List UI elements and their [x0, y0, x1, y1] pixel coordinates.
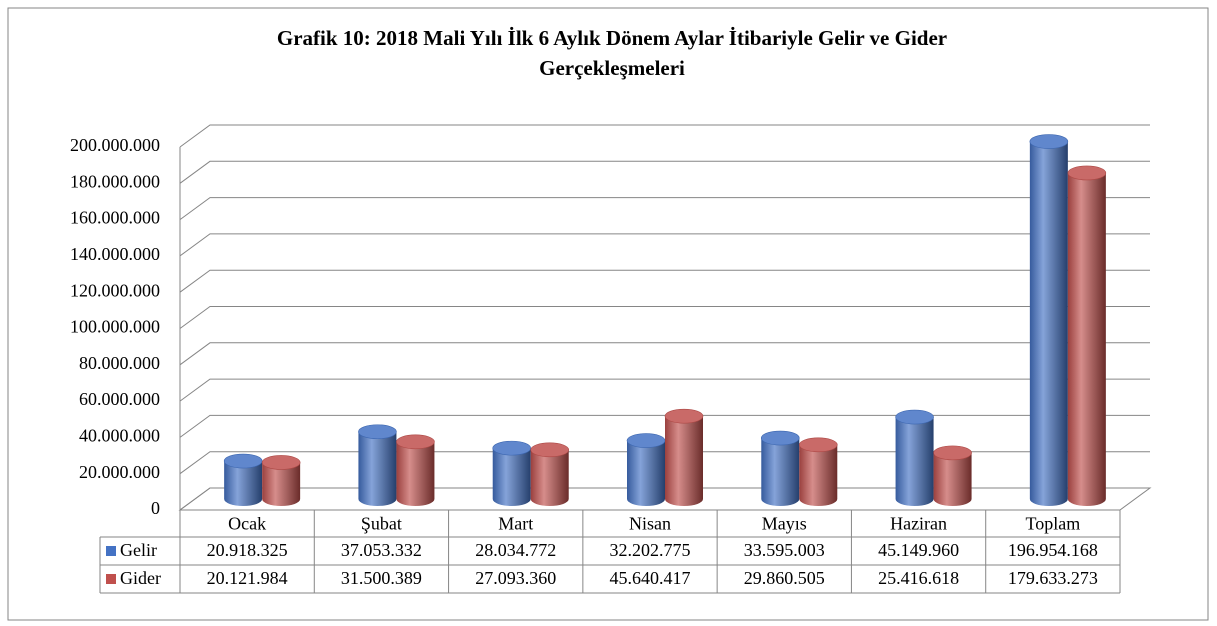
- bar-top: [760, 430, 800, 446]
- y-tick-label: 120.000.000: [70, 280, 160, 300]
- table-value: 31.500.389: [341, 568, 422, 588]
- table-value: 37.053.332: [341, 540, 422, 560]
- bar-top: [261, 455, 301, 470]
- grid-line: [179, 306, 1150, 329]
- table-value: 25.416.618: [878, 568, 959, 588]
- bar-top: [664, 408, 704, 424]
- bar: [761, 438, 800, 507]
- bar-top: [895, 409, 934, 425]
- y-tick-label: 180.000.000: [70, 171, 160, 191]
- table-value: 28.034.772: [475, 540, 556, 560]
- legend-swatch: [106, 574, 116, 584]
- bar: [492, 448, 531, 507]
- bar: [895, 417, 934, 507]
- bar: [627, 440, 665, 506]
- chart-frame: [7, 7, 1209, 621]
- y-tick-label: 20.000.000: [79, 462, 160, 482]
- bar: [799, 444, 838, 507]
- table-value: 29.860.505: [744, 568, 825, 588]
- table-value: 45.149.960: [878, 540, 959, 560]
- bar-top: [223, 453, 263, 469]
- x-tick-label: Haziran: [890, 514, 947, 534]
- legend-label: Gelir: [120, 540, 157, 560]
- table-value: 45.640.417: [610, 568, 691, 588]
- grid-line: [179, 378, 1150, 402]
- chart-title: Grafik 10: 2018 Mali Yılı İlk 6 Aylık Dö…: [277, 26, 947, 50]
- legend-label: Gider: [120, 568, 161, 588]
- bar-top: [626, 433, 666, 448]
- bar: [665, 416, 703, 506]
- x-tick-label: Mart: [498, 514, 533, 534]
- table-value: 196.954.168: [1008, 540, 1098, 560]
- bar: [530, 449, 569, 507]
- y-tick-label: 200.000.000: [70, 135, 160, 155]
- table-value: 33.595.003: [744, 540, 825, 560]
- grid-line: [179, 269, 1150, 293]
- y-tick-label: 140.000.000: [70, 244, 160, 264]
- bar: [358, 431, 397, 507]
- chart-title: Gerçekleşmeleri: [539, 56, 685, 80]
- grid-line: [179, 342, 1150, 366]
- bar: [224, 461, 263, 507]
- bar: [1029, 141, 1068, 507]
- grid-line: [179, 414, 1150, 438]
- x-tick-label: Şubat: [361, 514, 402, 534]
- table-value: 179.633.273: [1008, 568, 1098, 588]
- bar-top: [933, 445, 972, 461]
- table-value: 20.918.325: [207, 540, 288, 560]
- y-tick-label: 160.000.000: [70, 208, 160, 228]
- bar-top: [798, 437, 838, 453]
- x-tick-label: Nisan: [629, 514, 671, 534]
- x-tick-label: Mayıs: [762, 514, 807, 534]
- y-tick-label: 100.000.000: [70, 317, 160, 337]
- x-tick-label: Toplam: [1025, 514, 1080, 534]
- bar-top: [358, 424, 397, 440]
- legend-swatch: [106, 546, 116, 556]
- bar: [1067, 172, 1106, 507]
- table-value: 20.121.984: [207, 568, 288, 588]
- bar: [933, 452, 972, 507]
- bar-top: [1029, 134, 1069, 149]
- bar: [262, 462, 301, 507]
- grid-line: [179, 124, 1150, 148]
- bar-top: [396, 434, 435, 450]
- grid-line: [179, 197, 1150, 221]
- x-tick-label: Ocak: [228, 514, 266, 534]
- table-value: 32.202.775: [610, 540, 691, 560]
- y-tick-label: 0: [151, 498, 160, 518]
- y-tick-label: 40.000.000: [79, 426, 160, 446]
- bar-top: [1067, 165, 1107, 181]
- bar: [396, 441, 435, 507]
- bar-top: [492, 440, 532, 456]
- grid-line: [179, 160, 1150, 184]
- bar-top: [530, 442, 570, 458]
- table-value: 27.093.360: [475, 568, 556, 588]
- y-tick-label: 80.000.000: [79, 353, 160, 373]
- grid-line: [179, 233, 1150, 257]
- y-tick-label: 60.000.000: [79, 389, 160, 409]
